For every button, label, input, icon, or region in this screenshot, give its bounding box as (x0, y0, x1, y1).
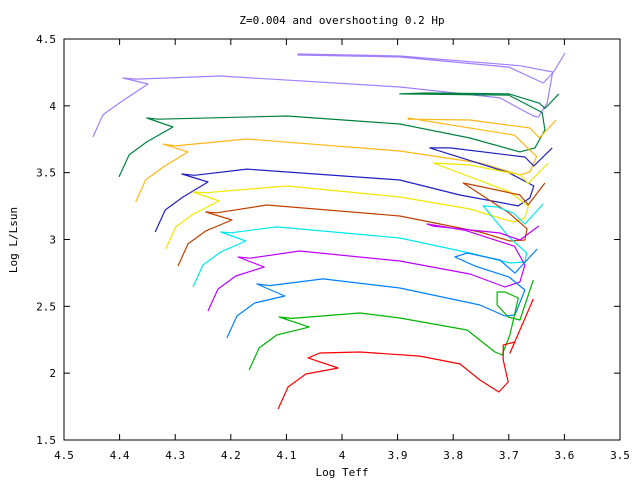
evolutionary-track-track-10 (248, 279, 534, 371)
evolutionary-track-track-11 (277, 298, 534, 410)
x-tick-label: 3.9 (388, 449, 408, 462)
series-group (92, 52, 566, 410)
y-tick-label: 4 (49, 100, 56, 113)
x-tick-label: 4.2 (221, 449, 241, 462)
y-tick-label: 2 (49, 367, 56, 380)
x-tick-label: 3.8 (443, 449, 463, 462)
y-tick-label: 2.5 (36, 300, 56, 313)
chart-title: Z=0.004 and overshooting 0.2 Hp (239, 14, 444, 27)
y-tick-label: 3 (49, 234, 56, 247)
y-tick-label: 4.5 (36, 33, 56, 46)
axis-ticks: 4.5 4.4 4.3 4.2 4.1 4 3.9 3.8 3.7 3.6 3.5 1.5 2 2.5 3 3… (36, 33, 630, 462)
y-tick-label: 3.5 (36, 167, 56, 180)
evolutionary-track-track-2 (118, 92, 560, 178)
x-axis-label: Log Teff (316, 466, 369, 479)
y-tick-label: 1.5 (36, 434, 56, 447)
x-tick-label: 4.4 (110, 449, 130, 462)
evolutionary-track-track-6 (177, 182, 546, 267)
y-axis-label: Log L/Lsun (7, 207, 20, 273)
x-tick-label: 4 (339, 449, 346, 462)
evolutionary-track-track-9 (226, 248, 538, 339)
evolutionary-track-track-1 (92, 52, 566, 138)
x-tick-label: 3.5 (610, 449, 630, 462)
x-tick-label: 3.7 (499, 449, 519, 462)
x-tick-label: 3.6 (554, 449, 574, 462)
x-tick-label: 4.3 (165, 449, 185, 462)
evolutionary-track-track-8 (207, 223, 540, 312)
evolutionary-track-track-4 (154, 147, 553, 233)
plot-frame (63, 38, 621, 441)
evolutionary-track-track-7 (192, 203, 544, 288)
x-tick-label: 4.1 (276, 449, 296, 462)
x-tick-label: 4.5 (54, 449, 74, 462)
